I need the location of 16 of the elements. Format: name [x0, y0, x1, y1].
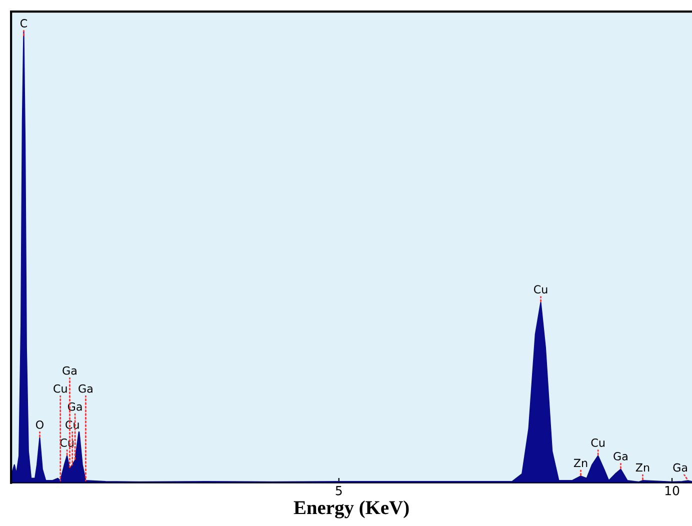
annotation: Ga	[62, 366, 76, 375]
annotation: Ga	[78, 384, 92, 393]
annotation: Cu	[534, 285, 548, 294]
annotation: O	[36, 420, 44, 429]
annotation: Ga	[673, 463, 687, 472]
annotation: Cu	[591, 438, 604, 447]
annotation: Ga	[68, 402, 82, 411]
x-tick-label: 10	[665, 486, 680, 496]
annotation: Ga	[614, 452, 628, 460]
annotation: Cu	[54, 384, 67, 393]
annotation: Cu	[66, 420, 79, 429]
annotation: Zn	[636, 463, 650, 472]
annotation: C	[20, 19, 28, 28]
x-axis-title: Energy (KeV)	[294, 500, 409, 518]
annotation: Zn	[574, 458, 588, 468]
x-tick-label: 5	[336, 486, 342, 496]
